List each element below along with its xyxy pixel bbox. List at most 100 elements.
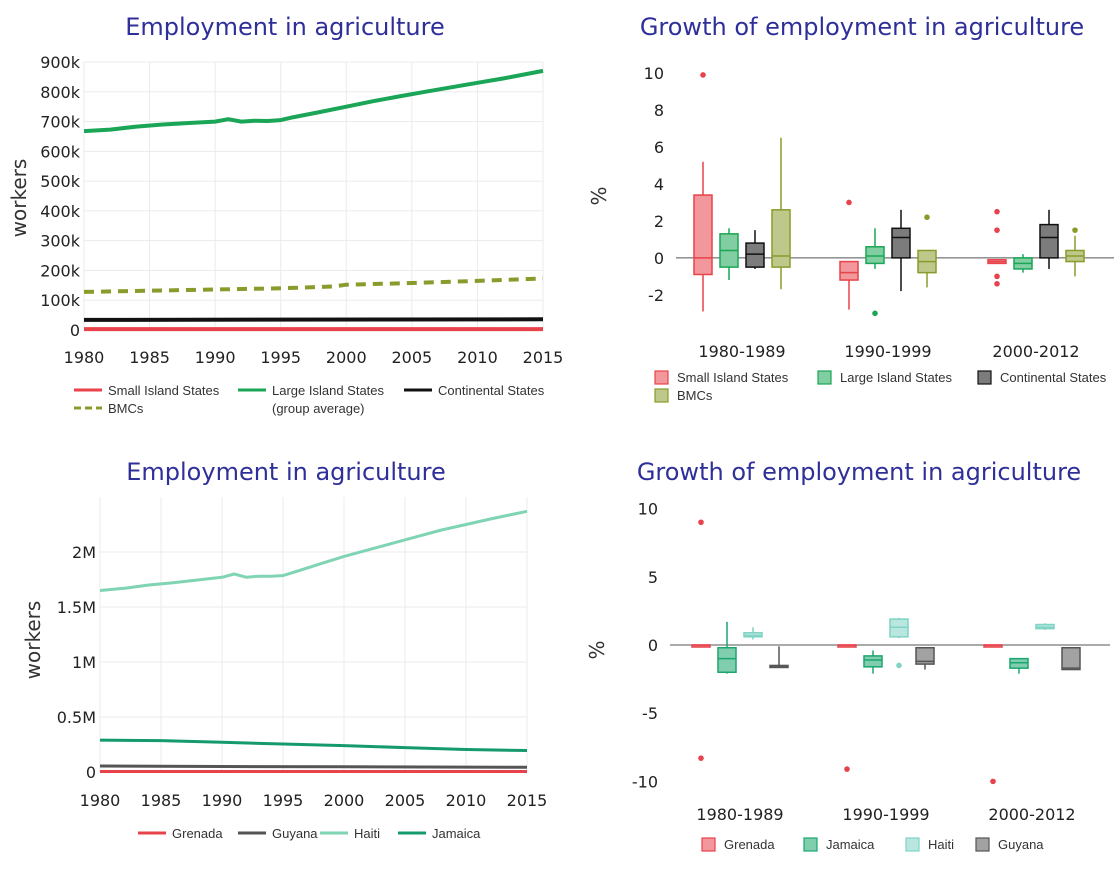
line-chart-0: Employment in agriculture 0 100k 200k 300k 40… <box>7 13 563 416</box>
x-tick-label: 1985 <box>141 791 182 810</box>
y-axis-label: workers <box>7 159 31 238</box>
y-axis-label: workers <box>21 601 45 680</box>
box-chart-3: Growth of employment in agriculture -10 -5… <box>585 458 1110 852</box>
legend-swatch-0 <box>701 837 716 852</box>
category-label: 1980-1989 <box>696 805 783 824</box>
chart-title: Employment in agriculture <box>125 13 445 41</box>
x-tick-label: 2000 <box>324 791 365 810</box>
x-tick-label: 2015 <box>523 348 564 367</box>
y-tick-label: 8 <box>654 101 664 120</box>
x-tick-label: 1990 <box>202 791 243 810</box>
y-tick-label: 0 <box>654 249 664 268</box>
box-2-1 <box>889 617 909 669</box>
box-1-1 <box>863 650 883 674</box>
legend-label-0: Small Island States <box>677 370 789 385</box>
legend-label-3: BMCs <box>108 401 144 416</box>
box-0-1 <box>839 199 859 310</box>
box-outlier <box>994 208 1000 215</box>
legend-label-1: Large Island States <box>272 383 385 398</box>
y-tick-label: 400k <box>40 202 81 221</box>
category-label: 2000-2012 <box>988 805 1075 824</box>
legend-label-0: Grenada <box>724 837 775 852</box>
y-tick-label: 800k <box>40 83 81 102</box>
x-tick-label: 2010 <box>446 791 487 810</box>
legend-label-1: Large Island States <box>840 370 953 385</box>
series-line-2 <box>83 317 544 322</box>
box-body <box>891 227 911 259</box>
y-tick-label: 700k <box>40 113 81 132</box>
legend: Grenada Jamaica Haiti Guyana <box>701 837 1044 852</box>
box-outlier <box>700 72 706 78</box>
x-tick-label: 1980 <box>80 791 121 810</box>
y-tick-label: 10 <box>644 64 664 83</box>
box-2-2 <box>1035 623 1055 630</box>
chart-title: Growth of employment in agriculture <box>640 13 1084 41</box>
box-outlier <box>994 227 1000 233</box>
box-3-2 <box>1061 646 1081 671</box>
y-tick-label: 0.5M <box>57 708 96 727</box>
y-tick-label: -10 <box>632 772 658 791</box>
box-1-2 <box>1013 254 1033 273</box>
x-tick-label: 2005 <box>385 791 426 810</box>
legend: Grenada Guyana Haiti Jamaica <box>138 826 481 841</box>
legend-swatch-3 <box>654 388 669 403</box>
legend-label-2: Continental States <box>1000 370 1107 385</box>
x-tick-label: 2005 <box>391 348 432 367</box>
x-tick-label: 1995 <box>260 348 301 367</box>
legend-label-3: Jamaica <box>432 826 481 841</box>
box-2-0 <box>743 627 763 640</box>
y-tick-label: 4 <box>654 175 664 194</box>
box-1-2 <box>1009 657 1029 674</box>
series-line-1 <box>99 764 528 769</box>
box-3-1 <box>915 646 935 670</box>
category-label: 1990-1999 <box>844 342 931 361</box>
series-line-1 <box>83 68 544 134</box>
box-outlier <box>872 310 878 317</box>
box-outlier <box>994 280 1000 287</box>
legend-swatch-1 <box>803 837 818 852</box>
box-outlier <box>846 199 852 206</box>
box-body <box>1061 646 1081 671</box>
box-body <box>771 209 791 268</box>
chart-title: Employment in agriculture <box>126 458 446 486</box>
y-tick-label: 100k <box>40 291 81 310</box>
y-axis-label: % <box>587 186 611 205</box>
box-2-2 <box>1039 209 1059 269</box>
box-outlier <box>1072 227 1078 233</box>
y-tick-label: 0 <box>70 321 80 340</box>
y-tick-label: 300k <box>40 232 81 251</box>
y-tick-label: 900k <box>40 53 81 72</box>
box-2-1 <box>891 209 911 292</box>
box-outlier <box>994 273 1000 280</box>
legend-label-2: Haiti <box>354 826 380 841</box>
box-outlier <box>990 778 996 785</box>
box-3-1 <box>917 214 937 288</box>
box-0-2 <box>987 208 1007 287</box>
box-body <box>865 246 885 265</box>
y-tick-label: 600k <box>40 142 81 161</box>
box-3-0 <box>771 137 791 290</box>
box-0-1 <box>837 644 857 772</box>
x-tick-label: 2000 <box>326 348 367 367</box>
legend-label-1: Jamaica <box>826 837 875 852</box>
legend-swatch-3 <box>975 837 990 852</box>
y-tick-label: 2 <box>654 212 664 231</box>
box-1-0 <box>717 621 737 674</box>
x-tick-label: 1985 <box>129 348 170 367</box>
y-tick-label: 10 <box>638 500 658 519</box>
y-tick-label: 1M <box>72 653 96 672</box>
y-tick-label: 200k <box>40 261 81 280</box>
category-label: 1990-1999 <box>842 805 929 824</box>
box-3-2 <box>1065 227 1085 277</box>
legend-swatch-1 <box>817 370 832 385</box>
box-body <box>1039 223 1059 259</box>
y-axis-label: % <box>585 640 609 659</box>
box-body <box>693 194 713 276</box>
legend-label-3: BMCs <box>677 388 713 403</box>
box-0-0 <box>691 519 711 761</box>
y-tick-label: -2 <box>648 286 664 305</box>
box-chart-1: Growth of employment in agriculture -2 0 2 4… <box>587 13 1114 403</box>
box-outlier <box>844 766 850 772</box>
series-line-3 <box>83 276 544 294</box>
